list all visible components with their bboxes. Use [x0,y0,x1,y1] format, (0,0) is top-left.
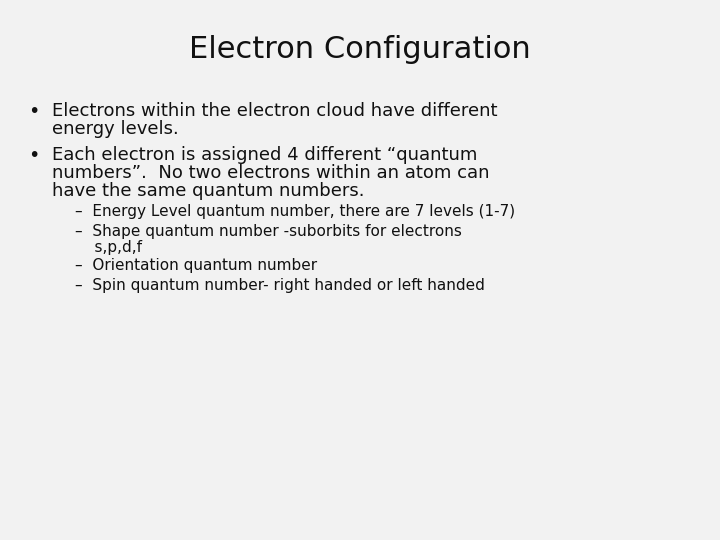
Text: numbers”.  No two electrons within an atom can: numbers”. No two electrons within an ato… [52,164,490,182]
Text: have the same quantum numbers.: have the same quantum numbers. [52,182,364,200]
Text: •: • [28,102,40,121]
Text: Electron Configuration: Electron Configuration [189,35,531,64]
Text: s,p,d,f: s,p,d,f [75,240,142,255]
Text: Each electron is assigned 4 different “quantum: Each electron is assigned 4 different “q… [52,146,477,164]
Text: Electrons within the electron cloud have different: Electrons within the electron cloud have… [52,102,498,120]
Text: –  Orientation quantum number: – Orientation quantum number [75,258,317,273]
Text: –  Energy Level quantum number, there are 7 levels (1-7): – Energy Level quantum number, there are… [75,204,515,219]
Text: –  Shape quantum number -suborbits for electrons: – Shape quantum number -suborbits for el… [75,224,462,239]
Text: •: • [28,146,40,165]
Text: –  Spin quantum number- right handed or left handed: – Spin quantum number- right handed or l… [75,278,485,293]
Text: energy levels.: energy levels. [52,120,179,138]
